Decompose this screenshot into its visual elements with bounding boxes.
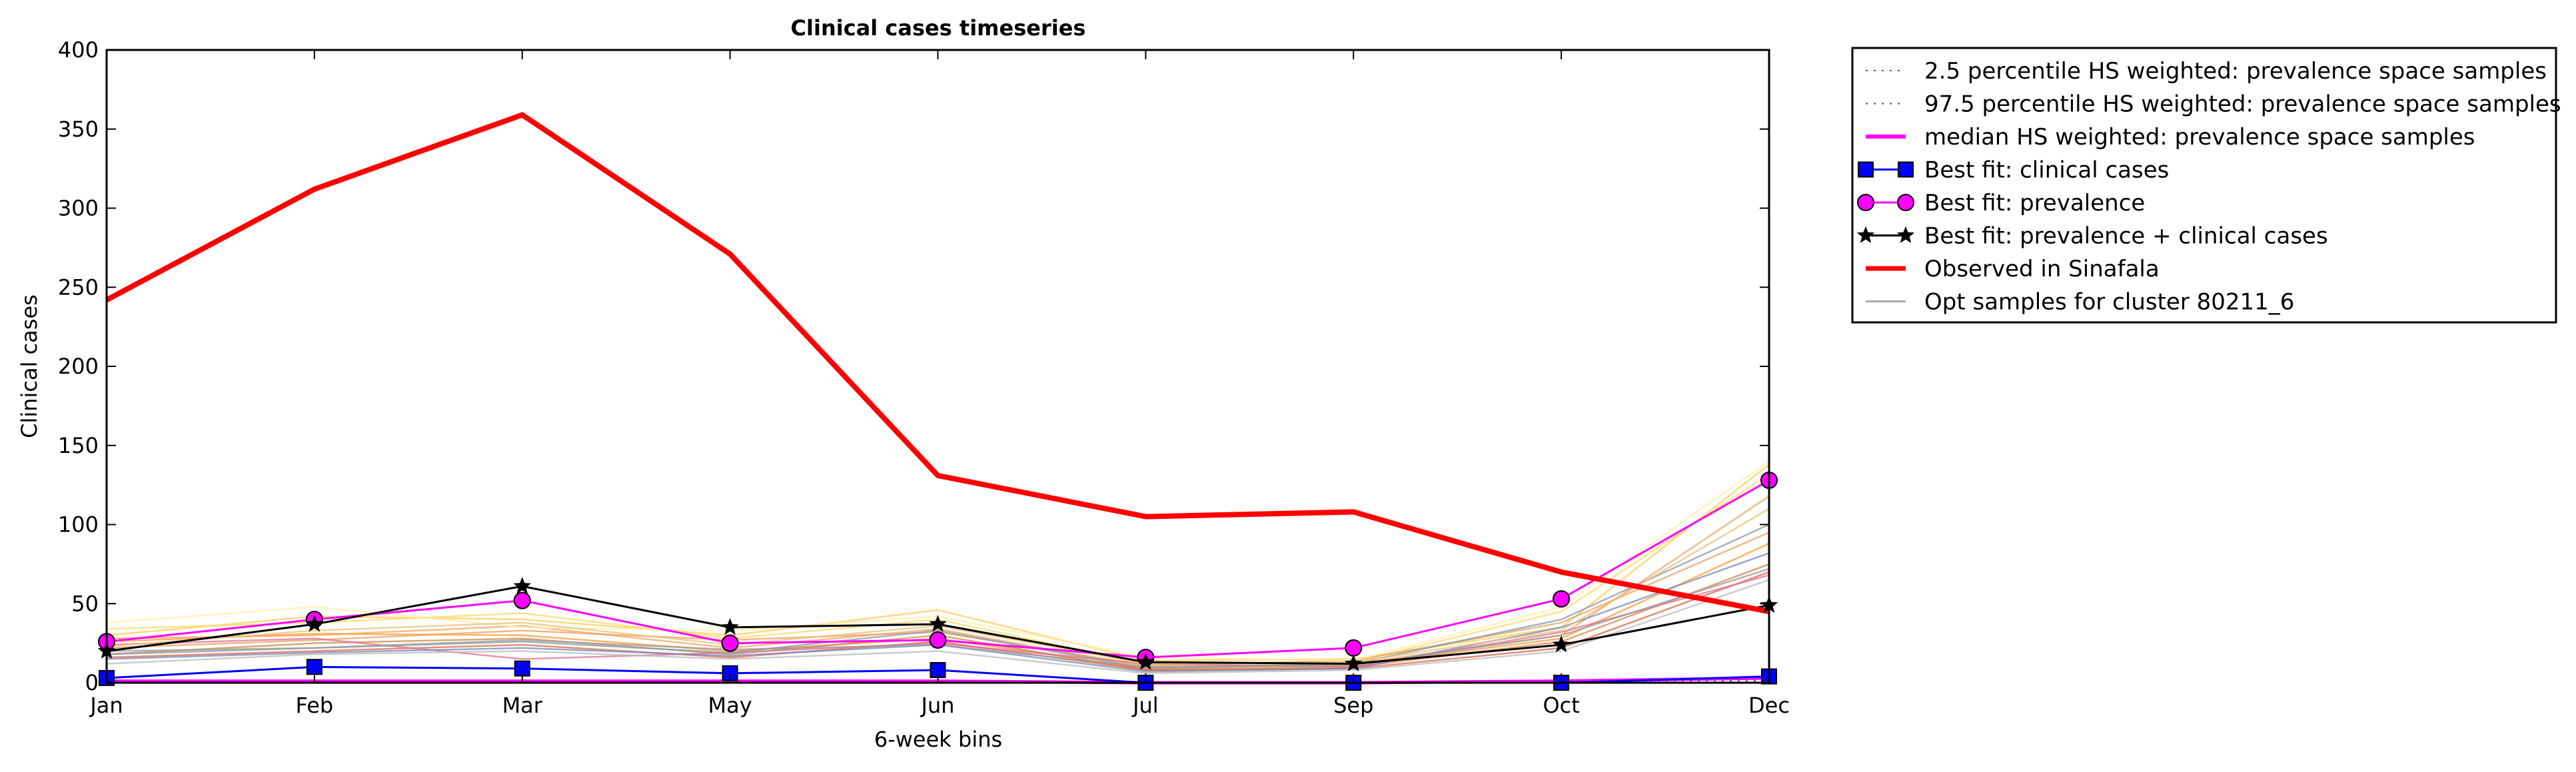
circle-marker [513, 591, 531, 609]
legend-label: Opt samples for cluster 80211_6 [1924, 289, 2294, 316]
x-tick-label: Sep [1333, 693, 1373, 718]
x-tick-label: Dec [1748, 693, 1790, 718]
circle-marker [1553, 590, 1571, 608]
circle-marker [1345, 639, 1363, 657]
chart-title: Clinical cases timeseries [791, 15, 1086, 41]
legend-label: median HS weighted: prevalence space sam… [1924, 124, 2475, 151]
circle-marker [721, 634, 739, 652]
star-marker [1552, 635, 1571, 653]
sample-line-12 [106, 579, 1770, 675]
y-tick-label: 250 [58, 274, 99, 300]
x-tick-label: Jul [1131, 693, 1159, 718]
series-line-7 [105, 112, 1770, 615]
legend-star-marker [1856, 226, 1875, 243]
x-tick-label: Mar [502, 693, 543, 718]
plot-area-frame [105, 49, 1770, 684]
y-tick-label: 100 [58, 512, 99, 538]
x-tick-label: Oct [1543, 693, 1579, 718]
y-tick-label: 150 [58, 433, 99, 458]
legend-box [1851, 47, 2557, 324]
legend-label: Best fit: clinical cases [1924, 157, 2169, 184]
sample-line-1 [106, 464, 1770, 662]
x-axis-title: 6-week bins [874, 727, 1002, 752]
legend-circle-marker [1897, 194, 1914, 211]
star-marker [305, 615, 324, 632]
x-tick-label: Jan [89, 693, 123, 718]
y-tick-label: 50 [71, 591, 99, 616]
legend-label: 2.5 percentile HS weighted: prevalence s… [1924, 58, 2547, 85]
y-axis-title: Clinical cases [17, 294, 42, 438]
star-marker [929, 615, 947, 632]
legend: 2.5 percentile HS weighted: prevalence s… [1851, 47, 2561, 324]
star-marker [721, 617, 739, 635]
y-tick-label: 200 [58, 354, 99, 379]
y-tick-label: 400 [58, 37, 99, 63]
legend-star-marker [1896, 226, 1915, 243]
legend-items: 2.5 percentile HS weighted: prevalence s… [1856, 58, 2561, 316]
star-marker [1137, 653, 1155, 670]
square-marker [306, 659, 322, 675]
x-tick-label: Feb [296, 693, 334, 718]
star-marker [1344, 654, 1363, 671]
series-markers [97, 472, 1778, 691]
legend-circle-marker [1857, 194, 1874, 211]
x-tick-label: May [708, 693, 752, 718]
legend-label: Best fit: prevalence + clinical cases [1924, 223, 2328, 250]
y-tick-label: 0 [85, 670, 99, 695]
legend-label: Best fit: prevalence [1924, 190, 2145, 216]
legend-square-marker [1858, 161, 1874, 178]
axis-ticks: Jan Feb Mar May Jun Jul Sep Oct Dec 0 50 100 150 200 2… [58, 37, 1790, 718]
legend-square-marker [1898, 161, 1914, 178]
star-marker [513, 577, 532, 594]
y-tick-label: 350 [58, 117, 99, 142]
y-tick-label: 300 [58, 196, 99, 221]
x-tick-label: Jun [920, 693, 955, 718]
circle-marker [929, 631, 947, 649]
legend-label: 97.5 percentile HS weighted: prevalence … [1924, 91, 2561, 118]
legend-label: Observed in Sinafala [1924, 256, 2160, 282]
series-lines [105, 112, 1770, 685]
